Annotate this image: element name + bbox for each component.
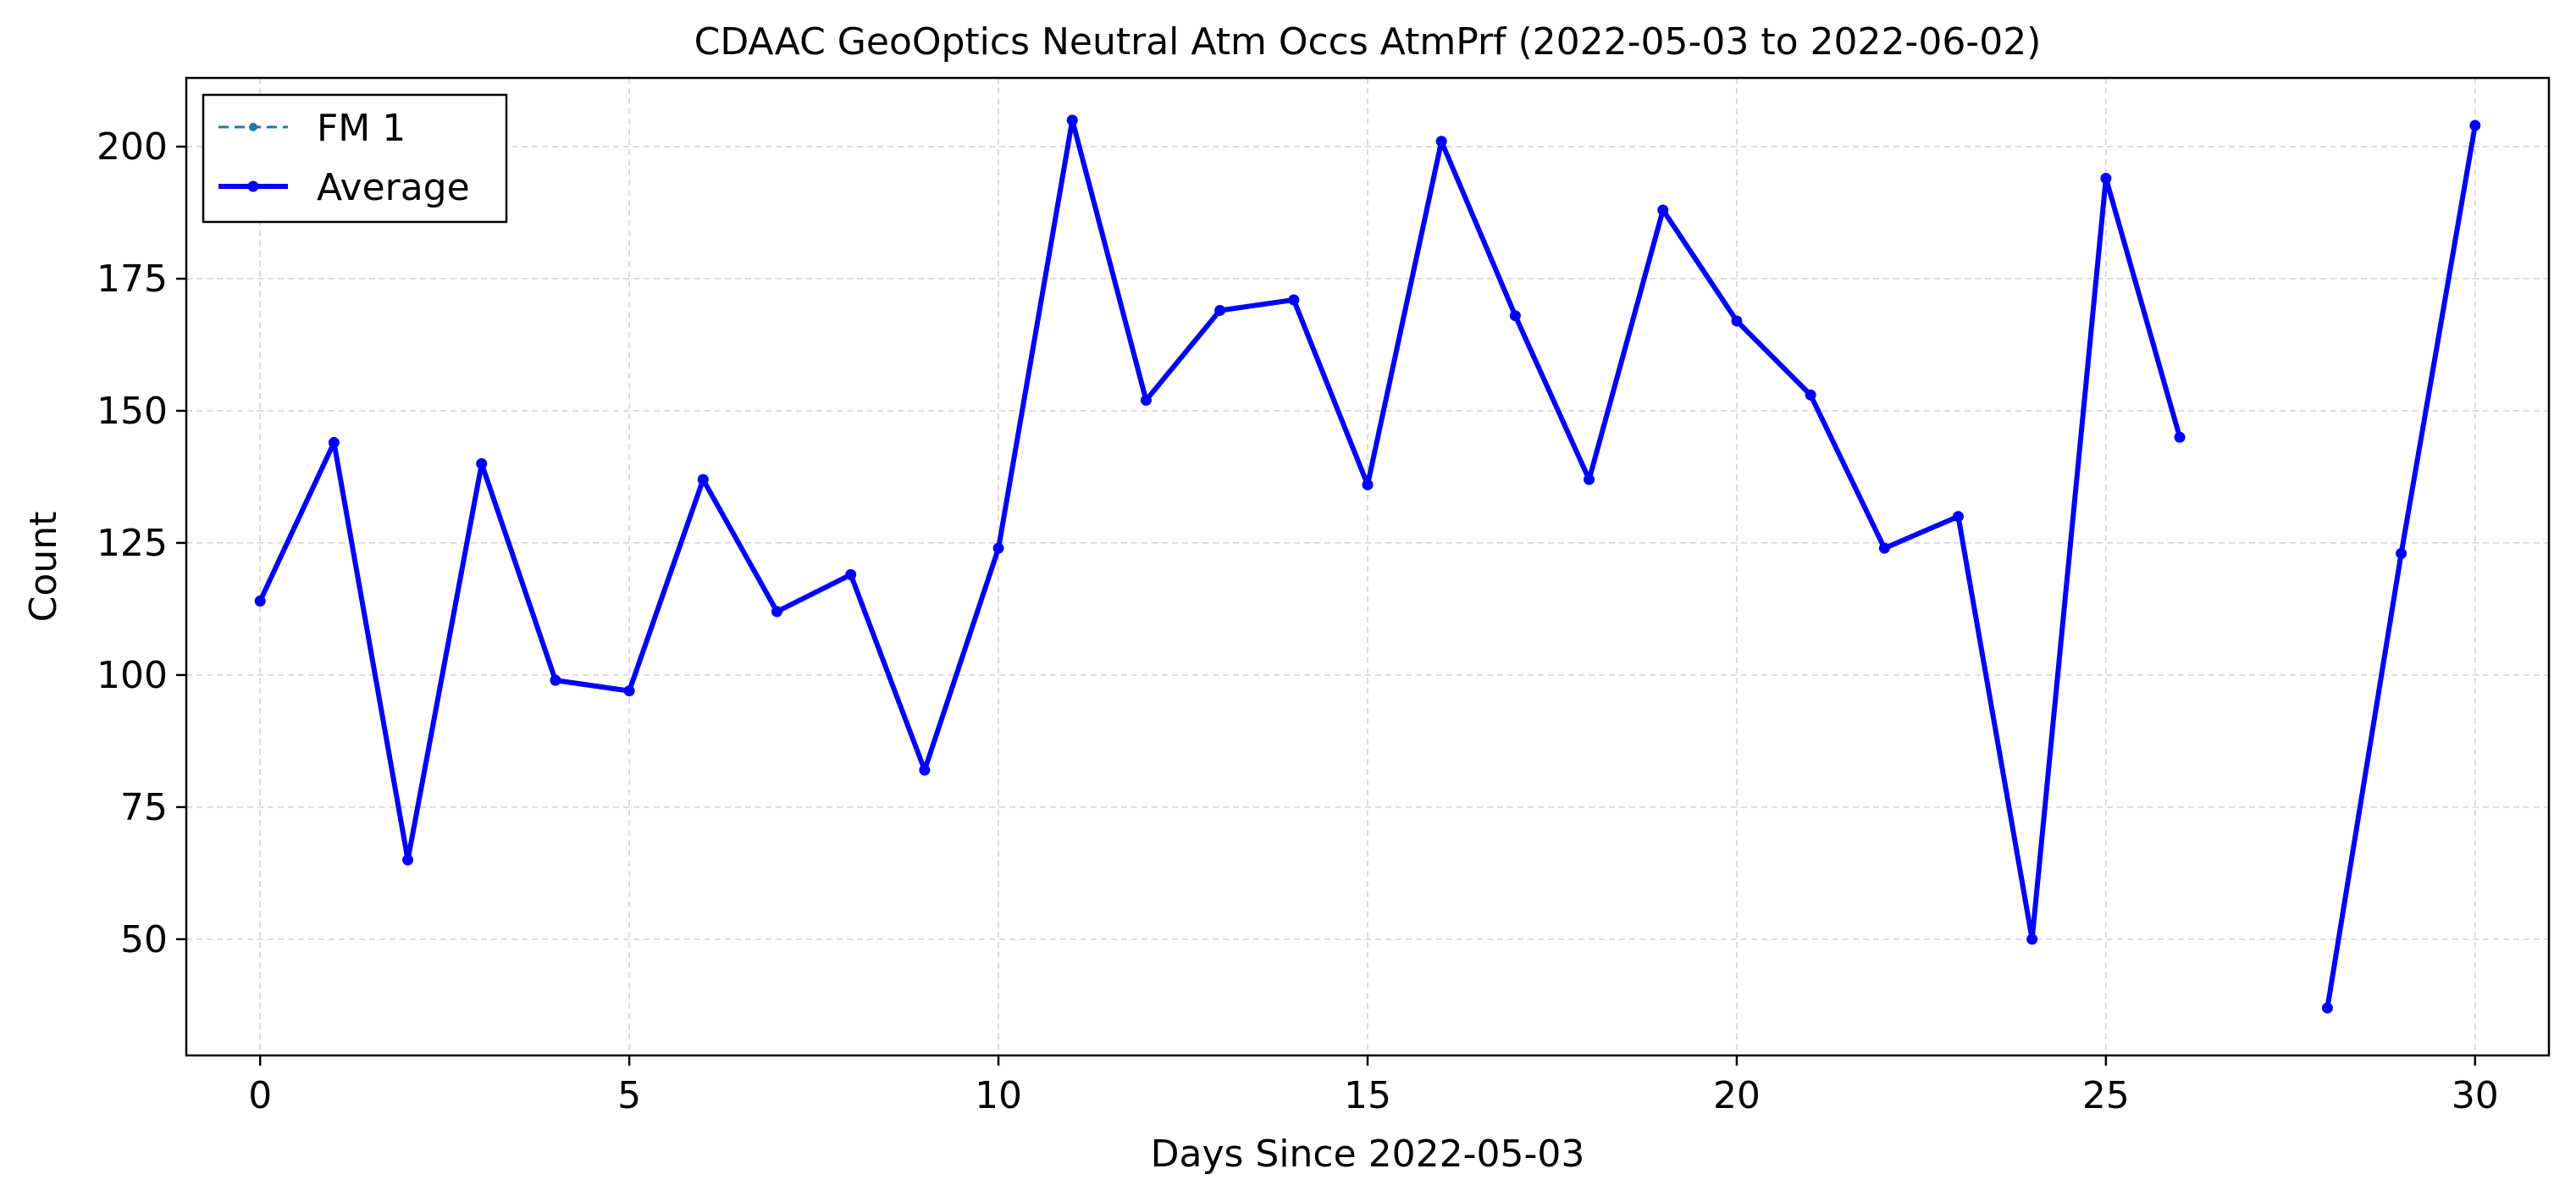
legend-swatch-fm1: [218, 123, 288, 131]
data-point: [328, 436, 340, 448]
y-axis-label: Count: [22, 512, 65, 623]
data-point: [2026, 933, 2038, 945]
legend-marker: [249, 123, 257, 131]
data-point: [254, 595, 266, 607]
data-point: [476, 457, 488, 469]
data-point: [771, 606, 782, 618]
data-point: [2100, 173, 2112, 185]
y-tick-label: 75: [120, 786, 168, 829]
plot-series: [254, 114, 2481, 1014]
data-point: [1878, 542, 1890, 554]
data-point: [2469, 119, 2481, 131]
y-tick-label: 100: [97, 654, 168, 697]
x-axis-label: Days Since 2022-05-03: [1151, 1133, 1585, 1176]
data-point: [1731, 315, 1743, 327]
x-tick-label: 15: [1344, 1074, 1391, 1117]
legend-marker: [247, 180, 259, 192]
series-average: [254, 114, 2481, 1014]
legend: FM 1 Average: [202, 93, 508, 224]
data-point: [2396, 547, 2407, 559]
grid: [186, 78, 2549, 1055]
y-tick-label: 200: [97, 125, 168, 169]
data-point: [1362, 479, 1374, 490]
x-tick-label: 0: [248, 1074, 272, 1117]
data-point: [623, 685, 635, 697]
legend-box: [202, 93, 508, 224]
data-point: [2321, 1002, 2333, 1014]
data-point: [697, 474, 709, 485]
legend-label-fm1: FM 1: [317, 107, 406, 150]
x-tick-label: 25: [2082, 1074, 2130, 1117]
x-tick-label: 10: [975, 1074, 1022, 1117]
data-point: [1584, 474, 1595, 485]
data-point: [1805, 389, 1816, 401]
data-point: [1953, 511, 1964, 523]
data-point: [550, 674, 561, 686]
chart-title: CDAAC GeoOptics Neutral Atm Occs AtmPrf …: [694, 20, 2042, 64]
legend-swatch-average: [218, 180, 288, 192]
data-point: [2174, 431, 2186, 443]
data-point: [1288, 294, 1300, 306]
data-point: [1435, 136, 1447, 147]
x-tick-label: 30: [2452, 1074, 2499, 1117]
legend-label-average: Average: [317, 166, 470, 209]
data-point: [1657, 204, 1669, 216]
data-point: [1214, 304, 1226, 316]
data-point: [1066, 114, 1078, 126]
data-point: [845, 568, 857, 580]
data-point: [1140, 395, 1152, 407]
data-point: [402, 854, 414, 866]
y-tick-label: 150: [97, 390, 168, 433]
x-tick-label: 20: [1713, 1074, 1761, 1117]
axis-ticks: 0 5 10 15 20 25 30 50 75 100 125 150 175 200: [97, 125, 2499, 1117]
y-tick-label: 50: [120, 918, 168, 961]
data-point: [992, 542, 1004, 554]
data-point: [919, 764, 931, 776]
y-tick-label: 125: [97, 522, 168, 565]
x-tick-label: 5: [617, 1074, 641, 1117]
data-point: [1509, 310, 1521, 322]
y-tick-label: 175: [97, 258, 168, 301]
